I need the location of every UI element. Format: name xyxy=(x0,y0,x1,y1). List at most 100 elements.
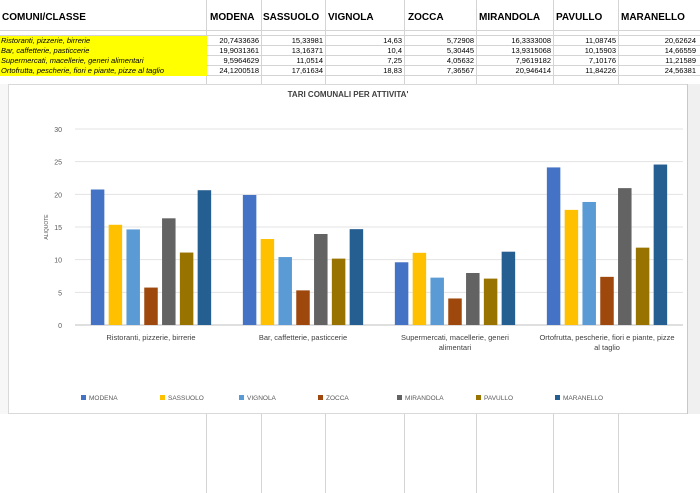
legend-swatch xyxy=(239,395,244,400)
header-vignola[interactable]: VIGNOLA xyxy=(328,12,374,23)
bar-chart[interactable]: TARI COMUNALI PER ATTIVITA' 0 5 10 15 20 25 30 A… xyxy=(8,84,688,414)
y-tick-label: 20 xyxy=(54,192,62,199)
bar-vignola xyxy=(582,201,596,325)
cell[interactable]: 7,9619182 xyxy=(515,56,551,65)
bar-pavullo xyxy=(179,252,194,325)
header-maranello[interactable]: MARANELLO xyxy=(621,12,685,23)
bar-sassuolo xyxy=(564,209,579,325)
bar-zocca xyxy=(448,298,462,325)
cell[interactable]: 5,30445 xyxy=(446,46,474,55)
category-label: Supermercati, macellerie, generi xyxy=(401,333,509,342)
legend-label: SASSUOLO xyxy=(168,395,204,402)
cell[interactable]: 13,16371 xyxy=(291,46,323,55)
bar-zocca xyxy=(296,290,310,325)
bar-mirandola xyxy=(466,272,480,325)
bar-pavullo xyxy=(483,278,498,325)
legend-label: MARANELLO xyxy=(563,395,603,402)
legend-swatch xyxy=(318,395,323,400)
legend-swatch xyxy=(476,395,481,400)
header-mirandola[interactable]: MIRANDOLA xyxy=(479,12,541,23)
bar-zocca xyxy=(144,287,158,325)
category-label: Ortofrutta, pescherie, fiori e piante, p… xyxy=(539,333,674,342)
row-label-ortofrutta[interactable]: Ortofrutta, pescherie, fiori e piante, p… xyxy=(0,66,207,76)
header-comuni-classe[interactable]: COMUNI/CLASSE xyxy=(2,12,86,23)
cell[interactable]: 11,21589 xyxy=(665,56,696,65)
legend-label: VIGNOLA xyxy=(247,395,277,402)
cell[interactable]: 20,7433636 xyxy=(219,36,259,45)
cell[interactable]: 24,1200518 xyxy=(219,66,259,75)
header-modena[interactable]: MODENA xyxy=(210,12,255,23)
y-tick-label: 10 xyxy=(54,258,62,265)
cell[interactable]: 24,56381 xyxy=(664,66,696,75)
cell[interactable]: 11,08745 xyxy=(585,36,616,45)
cell[interactable]: 14,66559 xyxy=(664,46,696,55)
chart-title: TARI COMUNALI PER ATTIVITA' xyxy=(288,90,409,99)
bar-vignola xyxy=(126,229,140,325)
header-sassuolo[interactable]: SASSUOLO xyxy=(263,12,320,23)
cell[interactable]: 17,61634 xyxy=(291,66,323,75)
bar-modena xyxy=(90,189,105,325)
bar-mirandola xyxy=(314,233,328,325)
cell[interactable]: 15,33981 xyxy=(291,36,323,45)
bar-vignola xyxy=(430,277,444,325)
cell[interactable]: 10,15903 xyxy=(584,46,616,55)
bar-maranello xyxy=(197,190,212,325)
bar-vignola xyxy=(278,257,292,325)
header-pavullo[interactable]: PAVULLO xyxy=(556,12,603,23)
y-tick-label: 0 xyxy=(58,323,62,330)
cell[interactable]: 16,3333008 xyxy=(511,36,551,45)
y-axis-label: ALIQUOTE xyxy=(44,214,50,240)
cell[interactable]: 18,83 xyxy=(383,66,402,75)
cell[interactable]: 19,9031361 xyxy=(219,46,259,55)
row-label-supermercati[interactable]: Supermercati, macellerie, generi aliment… xyxy=(0,56,207,66)
bar-zocca xyxy=(600,276,614,325)
cell[interactable]: 11,0514 xyxy=(296,56,323,65)
cell[interactable]: 20,946414 xyxy=(515,66,551,75)
category-label: Bar, caffetterie, pasticcerie xyxy=(259,333,347,342)
cell[interactable]: 7,36567 xyxy=(446,66,474,75)
cell[interactable]: 4,05632 xyxy=(446,56,474,65)
cell[interactable]: 5,72908 xyxy=(446,36,474,45)
bar-maranello xyxy=(501,251,516,325)
legend-swatch xyxy=(555,395,560,400)
category-label: al taglio xyxy=(594,343,620,352)
bar-maranello xyxy=(653,164,668,325)
bar-mirandola xyxy=(162,218,176,325)
legend-swatch xyxy=(160,395,165,400)
legend-swatch xyxy=(81,395,86,400)
sheet-margin xyxy=(0,84,8,414)
y-tick-label: 30 xyxy=(54,127,62,134)
legend-label: PAVULLO xyxy=(484,395,513,402)
bar-pavullo xyxy=(331,258,346,325)
legend-swatch xyxy=(397,395,402,400)
legend-label: ZOCCA xyxy=(326,395,349,402)
y-tick-label: 5 xyxy=(58,290,62,297)
row-label-ristoranti[interactable]: Ristoranti, pizzerie, birrerie xyxy=(0,36,207,46)
cell[interactable]: 14,63 xyxy=(383,36,402,45)
bar-modena xyxy=(546,167,561,325)
vertical-scrollbar[interactable] xyxy=(687,84,700,414)
bar-maranello xyxy=(349,229,364,325)
y-tick-label: 15 xyxy=(54,225,62,232)
cell[interactable]: 7,25 xyxy=(387,56,402,65)
bar-sassuolo xyxy=(412,252,427,325)
cell[interactable]: 13,9315068 xyxy=(511,46,551,55)
cell[interactable]: 10,4 xyxy=(387,46,402,55)
cell[interactable]: 20,62624 xyxy=(664,36,696,45)
bar-sassuolo xyxy=(108,224,123,325)
bar-modena xyxy=(242,194,257,325)
bar-pavullo xyxy=(635,247,650,325)
bar-mirandola xyxy=(618,188,632,325)
bar-sassuolo xyxy=(260,239,275,325)
header-zocca[interactable]: ZOCCA xyxy=(408,12,444,23)
category-label: alimentari xyxy=(439,343,472,352)
legend-label: MIRANDOLA xyxy=(405,395,444,402)
y-tick-label: 25 xyxy=(54,160,62,167)
cell[interactable]: 9,5964629 xyxy=(223,56,259,65)
row-label-bar[interactable]: Bar, caffetterie, pasticcerie xyxy=(0,46,207,56)
legend-label: MODENA xyxy=(89,395,118,402)
category-label: Ristoranti, pizzerie, birrerie xyxy=(106,333,195,342)
cell[interactable]: 11,84226 xyxy=(585,66,616,75)
cell[interactable]: 7,10176 xyxy=(588,56,616,65)
bar-modena xyxy=(394,262,409,325)
